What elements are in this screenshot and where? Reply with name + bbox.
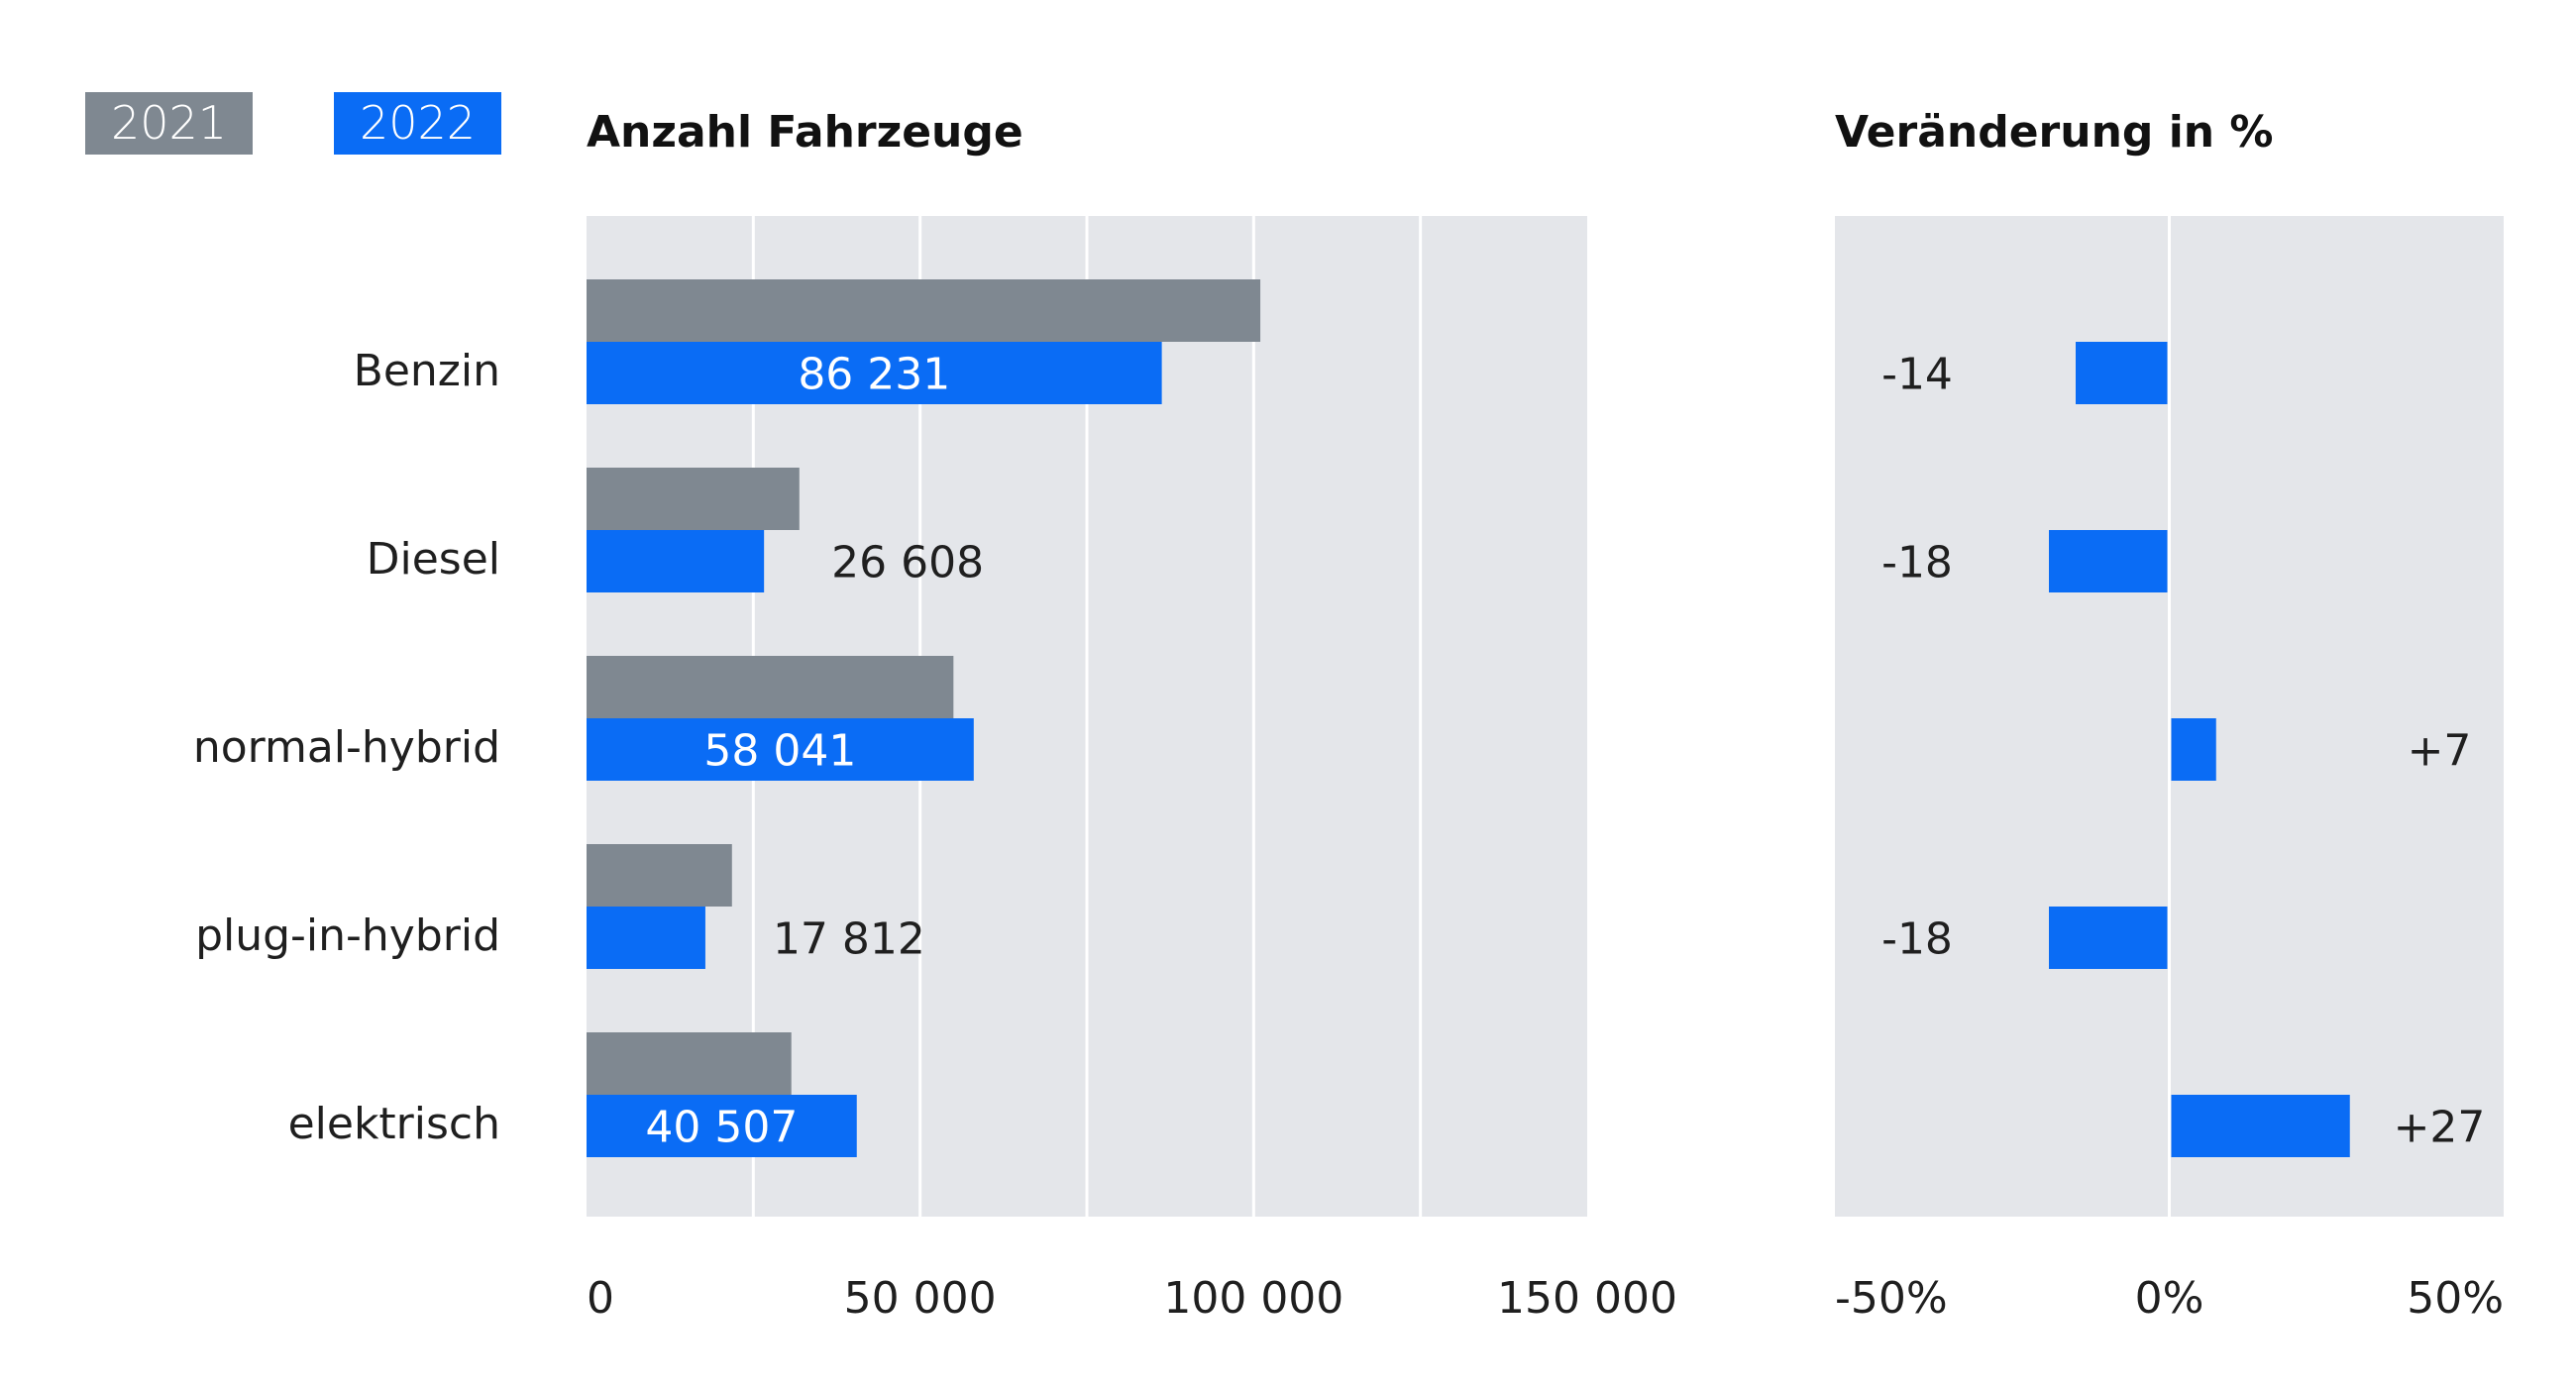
value-label-2022-0: 86 231 <box>798 350 950 400</box>
value-label-2022-3: 17 812 <box>773 914 925 965</box>
bar-2021-3 <box>587 844 732 907</box>
change-label-3: -18 <box>1881 914 1953 965</box>
change-label-1: -18 <box>1881 538 1953 588</box>
bar-2021-0 <box>587 279 1261 342</box>
title-anzahl-fahrzeuge: Anzahl Fahrzeuge <box>587 107 1023 158</box>
change-label-4: +27 <box>2394 1103 2486 1153</box>
bar-2021-2 <box>587 656 954 718</box>
category-label-4: elektrisch <box>288 1099 500 1149</box>
change-bar-1 <box>2049 530 2168 592</box>
legend-2021: 2021 <box>85 92 253 155</box>
category-label-0: Benzin <box>354 346 500 396</box>
change-bar-0 <box>2076 342 2168 404</box>
value-label-2022-2: 58 041 <box>703 726 856 777</box>
legend-2022: 2022 <box>334 92 501 155</box>
bar-2022-4 <box>587 1095 857 1157</box>
change-label-2: +7 <box>2408 726 2472 777</box>
x-tick-right-1: 0% <box>2135 1273 2204 1324</box>
category-label-2: normal-hybrid <box>193 722 500 773</box>
change-label-0: -14 <box>1881 350 1953 400</box>
change-bar-2 <box>2171 718 2216 781</box>
category-label-1: Diesel <box>367 534 500 585</box>
bar-2021-1 <box>587 468 800 530</box>
value-label-2022-4: 40 507 <box>645 1103 798 1153</box>
x-tick-left-0: 0 <box>587 1273 614 1324</box>
x-tick-left-3: 150 000 <box>1497 1273 1677 1324</box>
title-veraenderung: Veränderung in % <box>1835 107 2274 158</box>
bar-2022-1 <box>587 530 765 592</box>
bar-2022-0 <box>587 342 1162 404</box>
change-bar-4 <box>2171 1095 2350 1157</box>
category-label-3: plug-in-hybrid <box>195 910 500 961</box>
value-label-2022-1: 26 608 <box>831 538 984 588</box>
x-tick-left-2: 100 000 <box>1163 1273 1343 1324</box>
x-tick-left-1: 50 000 <box>844 1273 997 1324</box>
bar-2021-4 <box>587 1032 792 1095</box>
change-bar-3 <box>2049 907 2168 969</box>
bar-2022-2 <box>587 718 974 781</box>
bar-2022-3 <box>587 907 705 969</box>
x-tick-right-0: -50% <box>1835 1273 1948 1324</box>
x-tick-right-2: 50% <box>2407 1273 2504 1324</box>
